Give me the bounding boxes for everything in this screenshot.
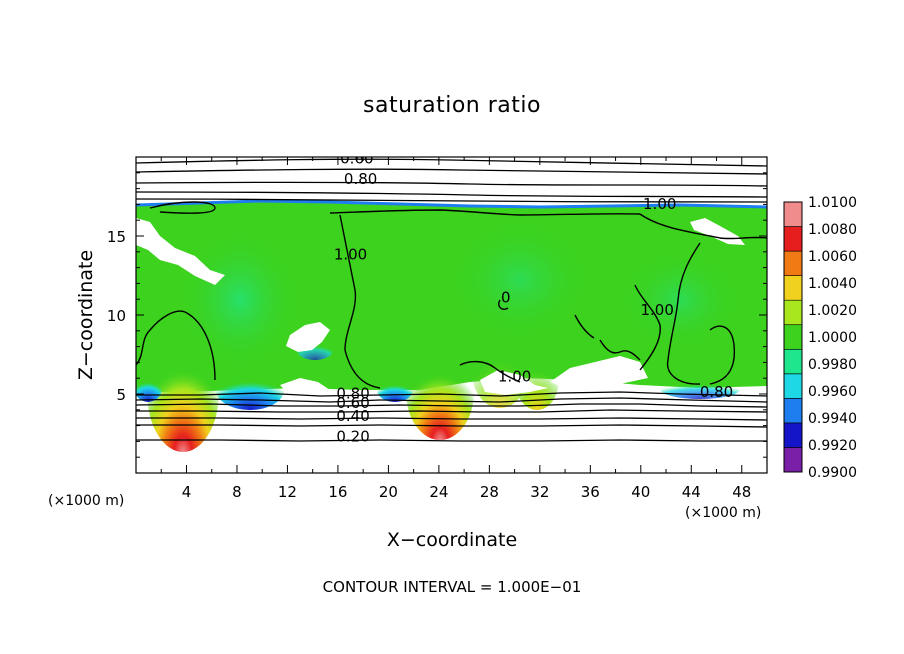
colorbar-label: 1.0080 bbox=[808, 222, 857, 238]
contour-label: 0.60 bbox=[336, 394, 369, 412]
x-tick-label: 32 bbox=[530, 483, 549, 501]
colorbar-swatch bbox=[783, 398, 803, 424]
colorbar-swatch bbox=[783, 299, 803, 326]
x-axis-unit-left: (×1000 m) bbox=[48, 493, 124, 509]
clear-air-patch bbox=[280, 378, 330, 394]
colorbar-label: 0.9900 bbox=[808, 465, 857, 481]
x-tick-label: 16 bbox=[328, 483, 347, 501]
clear-air-patch bbox=[286, 322, 330, 352]
moist-patch bbox=[180, 230, 300, 370]
x-tick-label: 20 bbox=[379, 483, 398, 501]
x-tick-label: 8 bbox=[232, 483, 242, 501]
contour-label: 0.20 bbox=[336, 427, 369, 445]
contour-label: 1.00 bbox=[643, 195, 676, 213]
colorbar-label: 1.0060 bbox=[808, 249, 857, 265]
x-tick-label: 48 bbox=[732, 483, 751, 501]
colorbar-swatch bbox=[783, 422, 803, 448]
colorbar-label: 1.0000 bbox=[808, 330, 857, 346]
colorbar-label: 1.0020 bbox=[808, 303, 857, 319]
contour-lines-lower bbox=[136, 391, 767, 442]
colorbar-swatch bbox=[783, 348, 803, 375]
chart-title: saturation ratio bbox=[363, 93, 541, 118]
x-tick-label: 4 bbox=[182, 483, 192, 501]
subsaturation-pocket bbox=[377, 378, 413, 402]
contour-lines-cloud bbox=[136, 201, 767, 389]
contour-label: 0.60 bbox=[340, 149, 373, 167]
moist-patch bbox=[450, 220, 590, 340]
colorbar-label: 1.0040 bbox=[808, 276, 857, 292]
colorbar-label: 0.9960 bbox=[808, 384, 857, 400]
contour-label: 0.40 bbox=[336, 407, 369, 425]
y-axis-title: Z−coordinate bbox=[75, 250, 97, 380]
colorbar-swatch bbox=[783, 250, 803, 276]
contour-label: 0.80 bbox=[700, 383, 733, 401]
contour-label: 1.00 bbox=[334, 246, 367, 264]
y-tick-label: 5 bbox=[116, 386, 126, 404]
colorbar-label: 0.9940 bbox=[808, 411, 857, 427]
supersaturation-bubble bbox=[147, 332, 219, 452]
colorbar-swatch bbox=[783, 201, 803, 227]
moist-patch bbox=[620, 250, 740, 350]
clear-air-patch bbox=[550, 356, 648, 388]
colorbar-swatch bbox=[783, 226, 803, 252]
x-tick-label: 40 bbox=[631, 483, 650, 501]
x-tick-label: 44 bbox=[682, 483, 701, 501]
colorbar-swatch bbox=[783, 275, 803, 301]
colorbar: 0.9900 0.9920 0.9940 0.9960 0.9980 1.0000 1.00… bbox=[783, 195, 857, 481]
x-axis-unit-right: (×1000 m) bbox=[685, 505, 761, 521]
y-tick-label: 15 bbox=[107, 228, 126, 246]
colorbar-swatch bbox=[783, 324, 803, 350]
contour-label: 1.00 bbox=[641, 301, 674, 319]
contour-interval-note: CONTOUR INTERVAL = 1.000E−01 bbox=[323, 578, 582, 596]
colorbar-frame bbox=[783, 201, 803, 473]
x-tick-label: 36 bbox=[581, 483, 600, 501]
contour-lines-upper bbox=[136, 158, 767, 203]
contour-label: 0 bbox=[501, 288, 511, 306]
clear-air-patch bbox=[136, 218, 225, 285]
x-tick-label: 28 bbox=[480, 483, 499, 501]
contour-label: 0.80 bbox=[344, 170, 377, 188]
supersaturation-bubble bbox=[406, 344, 474, 440]
colorbar-label: 1.0100 bbox=[808, 195, 857, 211]
y-tick-label: 10 bbox=[107, 307, 126, 325]
contour-label: 0.80 bbox=[336, 385, 369, 403]
x-tick-label: 12 bbox=[278, 483, 297, 501]
x-axis-title: X−coordinate bbox=[387, 529, 517, 551]
colorbar-swatch bbox=[783, 447, 803, 473]
colorbar-swatch bbox=[783, 373, 803, 399]
contour-label: 1.00 bbox=[498, 367, 531, 385]
plot-area: 0.600.801.001.0001.001.000.800.800.600.4… bbox=[136, 149, 767, 452]
cloud-top-edge bbox=[136, 199, 767, 209]
colorbar-label: 0.9920 bbox=[808, 438, 857, 454]
clear-air-patch bbox=[480, 370, 548, 395]
colorbar-label: 0.9980 bbox=[808, 357, 857, 373]
x-tick-label: 24 bbox=[429, 483, 448, 501]
